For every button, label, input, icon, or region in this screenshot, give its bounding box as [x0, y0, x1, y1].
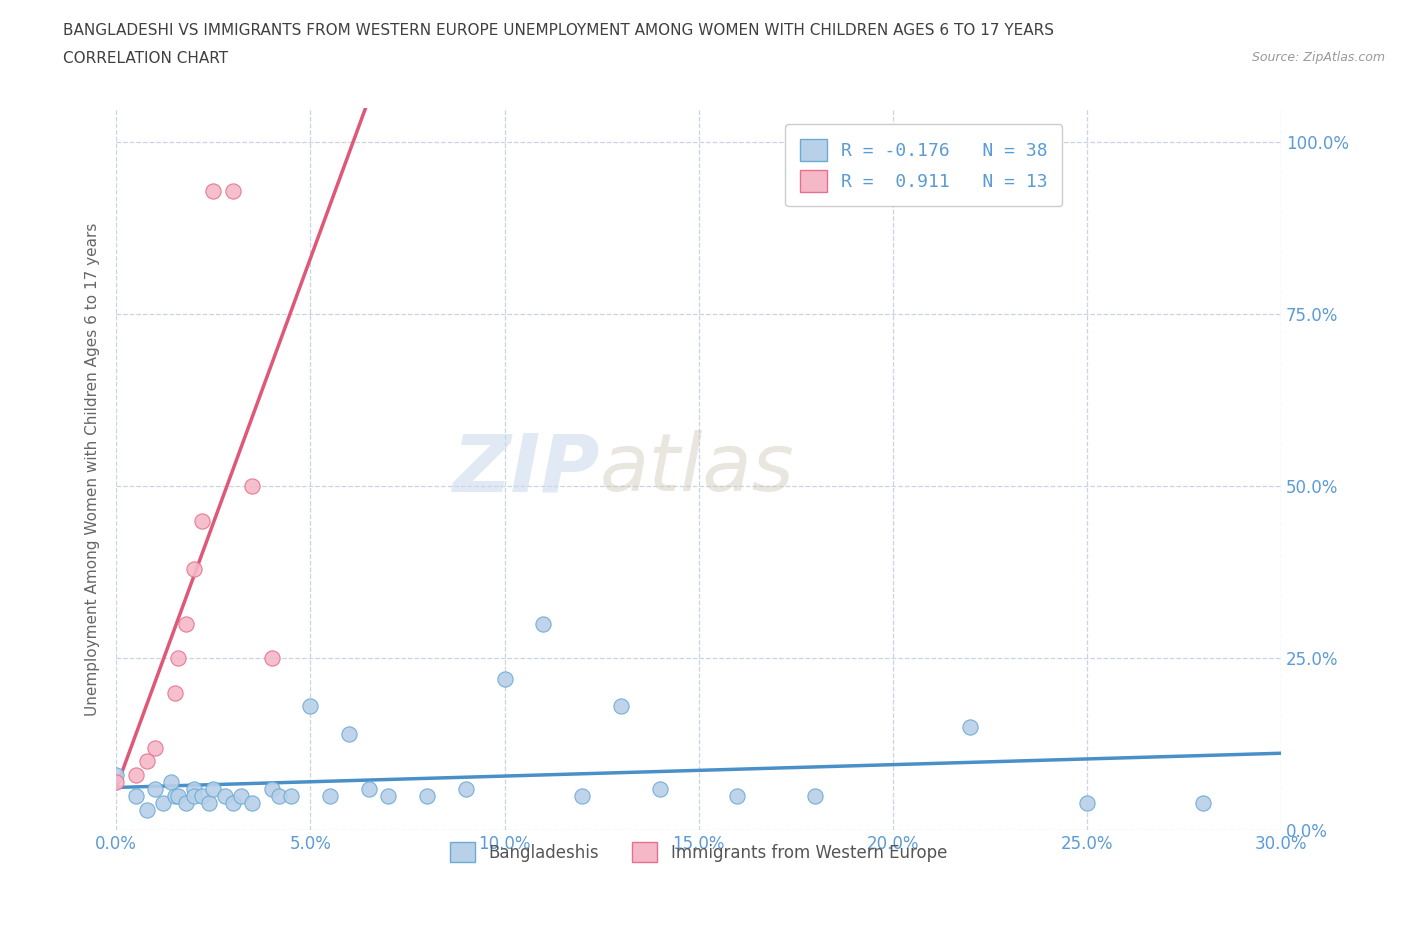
Point	[357, 781, 380, 796]
Point	[202, 781, 225, 796]
Point	[610, 699, 633, 714]
Text: BANGLADESHI VS IMMIGRANTS FROM WESTERN EUROPE UNEMPLOYMENT AMONG WOMEN WITH CHIL: BANGLADESHI VS IMMIGRANTS FROM WESTERN E…	[63, 23, 1054, 38]
Point	[319, 789, 342, 804]
Text: Source: ZipAtlas.com: Source: ZipAtlas.com	[1251, 51, 1385, 64]
Point	[269, 789, 291, 804]
Point	[214, 789, 236, 804]
Point	[202, 183, 225, 198]
Point	[1076, 795, 1098, 810]
Point	[190, 789, 212, 804]
Point	[804, 789, 827, 804]
Point	[571, 789, 593, 804]
Point	[260, 651, 283, 666]
Text: ZIP: ZIP	[453, 431, 599, 508]
Text: atlas: atlas	[599, 431, 794, 508]
Point	[125, 768, 148, 783]
Point	[167, 651, 190, 666]
Point	[183, 781, 205, 796]
Point	[377, 789, 399, 804]
Point	[167, 789, 190, 804]
Point	[454, 781, 477, 796]
Point	[136, 754, 159, 769]
Point	[299, 699, 322, 714]
Point	[174, 617, 197, 631]
Point	[959, 720, 981, 735]
Legend: Bangladeshis, Immigrants from Western Europe: Bangladeshis, Immigrants from Western Eu…	[443, 835, 953, 869]
Point	[240, 479, 263, 494]
Point	[143, 781, 166, 796]
Point	[105, 775, 128, 790]
Point	[725, 789, 748, 804]
Point	[163, 685, 186, 700]
Point	[494, 671, 516, 686]
Point	[280, 789, 302, 804]
Point	[229, 789, 252, 804]
Text: CORRELATION CHART: CORRELATION CHART	[63, 51, 228, 66]
Point	[183, 562, 205, 577]
Point	[174, 795, 197, 810]
Point	[190, 513, 212, 528]
Point	[222, 183, 245, 198]
Point	[416, 789, 439, 804]
Point	[136, 803, 159, 817]
Point	[648, 781, 671, 796]
Point	[183, 789, 205, 804]
Point	[531, 617, 554, 631]
Point	[105, 768, 128, 783]
Y-axis label: Unemployment Among Women with Children Ages 6 to 17 years: Unemployment Among Women with Children A…	[86, 222, 100, 716]
Point	[163, 789, 186, 804]
Point	[159, 775, 181, 790]
Point	[198, 795, 221, 810]
Point	[152, 795, 174, 810]
Point	[337, 726, 360, 741]
Point	[143, 740, 166, 755]
Point	[125, 789, 148, 804]
Point	[240, 795, 263, 810]
Point	[260, 781, 283, 796]
Point	[1192, 795, 1215, 810]
Point	[222, 795, 245, 810]
